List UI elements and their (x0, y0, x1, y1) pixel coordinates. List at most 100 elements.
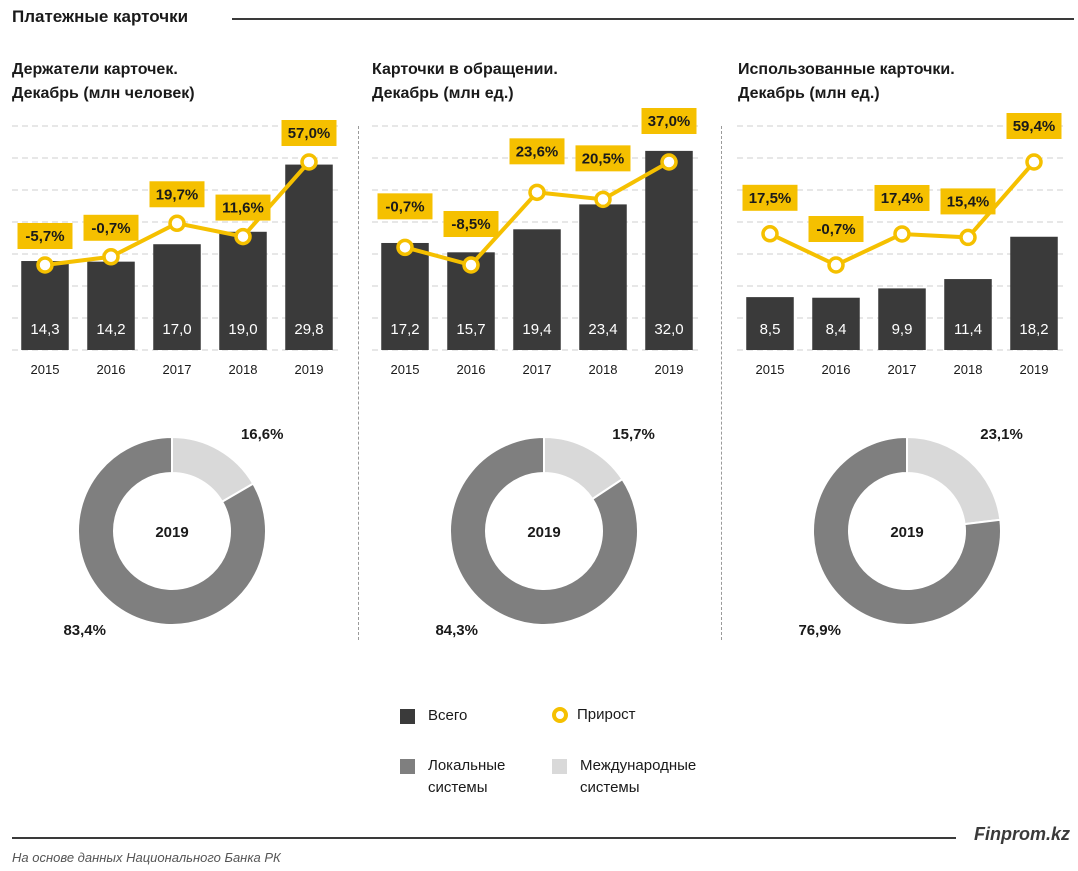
legend-growth-marker (552, 707, 568, 723)
growth-label-box (575, 145, 631, 172)
growth-point (893, 225, 911, 243)
growth-label-box (377, 193, 433, 220)
growth-label: -0,7% (385, 198, 424, 215)
bar-value-label: 29,8 (294, 321, 323, 338)
growth-label: -0,7% (91, 220, 130, 237)
panel-title-holders: Держатели карточек. Декабрь (млн человек… (12, 61, 195, 102)
growth-label-box (215, 194, 271, 221)
growth-label: 19,7% (156, 186, 199, 203)
x-tick-label: 2019 (1020, 362, 1049, 377)
growth-label: -0,7% (816, 221, 855, 238)
bar (878, 288, 926, 350)
growth-label-box (443, 211, 499, 237)
x-tick-label: 2016 (457, 362, 486, 377)
growth-point (168, 214, 186, 233)
growth-label-box (281, 120, 337, 146)
growth-label: -5,7% (25, 228, 64, 245)
bar-value-label: 19,0 (228, 321, 257, 338)
panel-title-circulation: Карточки в обращении. Декабрь (млн ед.) (372, 61, 558, 102)
donut-international-label: 16,6% (241, 426, 284, 443)
growth-point (234, 227, 252, 246)
growth-label-box (940, 188, 996, 215)
legend-total-label: Всего (428, 707, 468, 724)
growth-point (36, 256, 54, 274)
growth-point (594, 190, 612, 209)
growth-point (462, 256, 480, 274)
bar (812, 297, 860, 350)
bar (944, 279, 992, 350)
bar (21, 261, 69, 350)
legend-growth-label: Прирост (577, 706, 636, 723)
bar (746, 297, 794, 350)
growth-label: 15,4% (947, 193, 990, 210)
donut-slice-local (812, 435, 1002, 626)
legend-local-label: Локальные системы (428, 757, 506, 796)
legend-growth: Прирост (552, 704, 636, 726)
bar (285, 164, 333, 350)
chart-panel-used: 8,5 2015 8,4 2016 9,9 2017 11,4 2018 18,2 2019 17,… (737, 113, 1067, 639)
chart-panel-holders: 14,3 2015 14,2 2016 17,0 2017 19,0 2018 29,8 2019… (12, 120, 342, 639)
footer-rule (12, 837, 956, 839)
growth-label: 20,5% (582, 150, 625, 167)
x-tick-label: 2018 (954, 362, 983, 377)
growth-point (660, 153, 678, 171)
donut-slice-local (449, 435, 639, 626)
growth-label-box (149, 181, 205, 208)
growth-label-box (742, 184, 798, 211)
x-tick-label: 2019 (655, 362, 684, 377)
growth-label: 37,0% (648, 113, 691, 130)
growth-point (102, 248, 120, 266)
donut-slice-local (77, 435, 267, 626)
growth-label-box (509, 138, 565, 165)
legend-total-swatch (400, 709, 415, 724)
x-tick-label: 2015 (391, 362, 420, 377)
x-tick-label: 2018 (589, 362, 618, 377)
bar-value-label: 8,4 (826, 321, 847, 338)
bar (1010, 236, 1058, 350)
growth-label: 17,5% (749, 190, 792, 207)
legend-total: Всего (400, 705, 467, 727)
bar-value-label: 17,0 (162, 321, 191, 338)
bar-value-label: 18,2 (1019, 321, 1048, 338)
legend-international-swatch (552, 759, 567, 774)
source-note: На основе данных Национального Банка РК (12, 850, 281, 865)
growth-point (1025, 153, 1043, 171)
growth-label-box (1006, 113, 1062, 139)
donut-center-label: 2019 (155, 524, 188, 541)
donut-center-label: 2019 (890, 524, 923, 541)
page-title: Платежные карточки (12, 7, 189, 26)
donut-international-label: 15,7% (612, 426, 655, 443)
bar-value-label: 15,7 (456, 321, 485, 338)
bar-value-label: 32,0 (654, 321, 683, 338)
growth-point (300, 153, 318, 171)
legend-international-label: Международные системы (580, 757, 697, 796)
growth-label-box (808, 216, 864, 242)
bar (381, 242, 429, 350)
growth-label: 17,4% (881, 190, 924, 207)
bar (579, 204, 627, 350)
bar-value-label: 11,4 (954, 321, 982, 338)
x-tick-label: 2018 (229, 362, 258, 377)
growth-point (761, 225, 779, 243)
donut-international-label: 23,1% (980, 426, 1023, 443)
bar-value-label: 9,9 (892, 321, 913, 338)
growth-label-box (874, 184, 930, 211)
growth-point (528, 183, 546, 202)
bar (513, 229, 561, 350)
growth-label-box (83, 214, 139, 241)
growth-label: 23,6% (516, 143, 559, 160)
growth-label: -8,5% (451, 216, 490, 233)
panel-separator (721, 126, 722, 640)
legend-local-swatch (400, 759, 415, 774)
chart-panel-circulation: 17,2 2015 15,7 2016 19,4 2017 23,4 2018 32,0 2019… (372, 108, 702, 639)
bar (153, 244, 201, 350)
legend-local: Локальные системы (400, 755, 505, 799)
donut-slice-international (906, 435, 1002, 526)
panel-title-used: Использованные карточки. Декабрь (млн ед… (738, 61, 955, 102)
growth-point (959, 228, 977, 247)
x-tick-label: 2017 (888, 362, 917, 377)
bar-value-label: 19,4 (522, 321, 551, 338)
bar-value-label: 8,5 (760, 321, 781, 338)
bar-value-label: 23,4 (588, 321, 617, 338)
x-tick-label: 2017 (523, 362, 552, 377)
